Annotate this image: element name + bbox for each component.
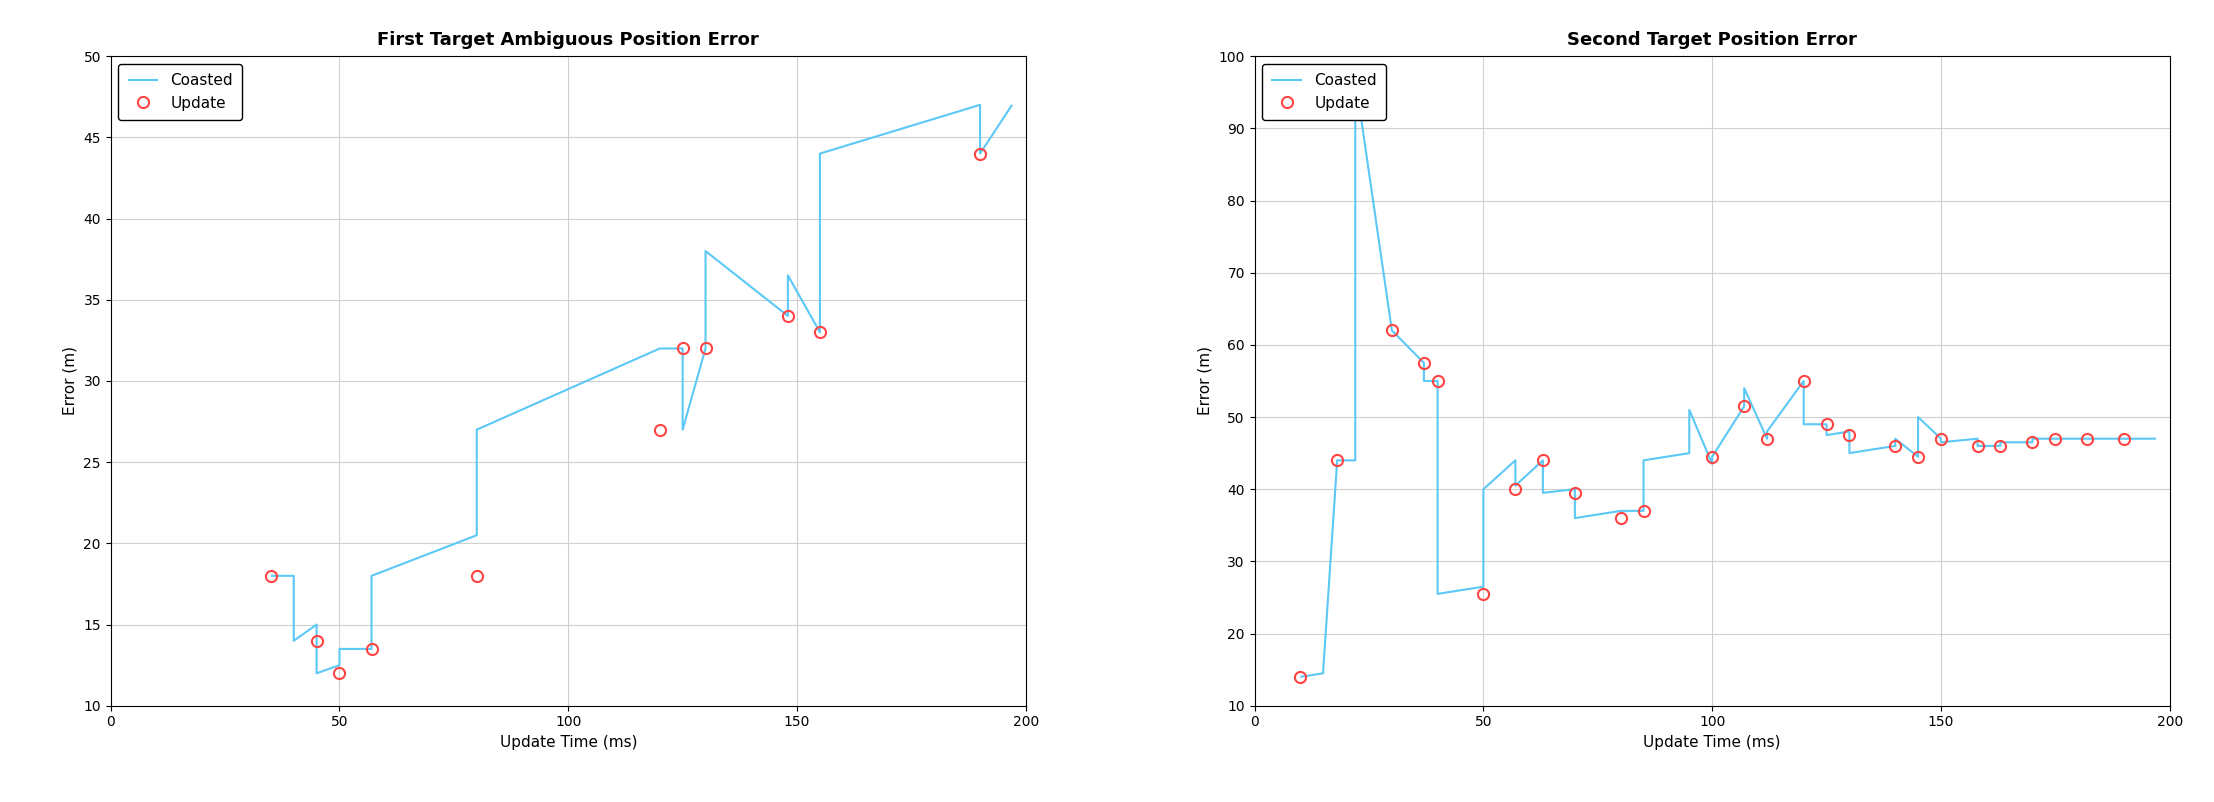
Update [693, 343, 720, 353]
Update [1470, 589, 1497, 598]
Update [968, 149, 994, 159]
Title: Second Target Position Error: Second Target Position Error [1568, 31, 1858, 49]
X-axis label: Update Time (ms): Update Time (ms) [1643, 735, 1780, 750]
Update [1698, 452, 1725, 462]
Update [2041, 434, 2068, 444]
Coasted [257, 571, 283, 581]
X-axis label: Update Time (ms): Update Time (ms) [500, 735, 638, 750]
Coasted [646, 343, 673, 353]
Coasted [303, 669, 330, 678]
Legend: Coasted, Update: Coasted, Update [117, 64, 241, 119]
Update [1731, 402, 1758, 411]
Coasted [1928, 434, 1955, 444]
Coasted [1342, 73, 1368, 83]
Coasted [806, 327, 832, 337]
Update [1324, 456, 1351, 465]
Coasted [1286, 672, 1313, 682]
Update [1286, 672, 1313, 682]
Update [646, 425, 673, 435]
Coasted [463, 530, 489, 540]
Coasted [281, 636, 308, 646]
Update [2075, 434, 2101, 444]
Coasted [693, 343, 720, 353]
Line: Coasted: Coasted [270, 105, 1012, 674]
Coasted [775, 311, 801, 321]
Coasted [325, 660, 352, 670]
Update [775, 311, 801, 321]
Coasted [646, 343, 673, 353]
Coasted [968, 100, 994, 110]
Coasted [775, 270, 801, 280]
Coasted [359, 644, 385, 654]
Update [325, 669, 352, 678]
Coasted [999, 100, 1025, 110]
Update [303, 636, 330, 646]
Coasted [2110, 434, 2137, 444]
Update [1501, 484, 1528, 494]
Update [1813, 419, 1840, 429]
Y-axis label: Error (m): Error (m) [1198, 346, 1213, 415]
Line: Coasted: Coasted [1300, 78, 2156, 677]
Coasted [2143, 434, 2170, 444]
Update [1791, 376, 1818, 386]
Coasted [303, 620, 330, 630]
Line: Update: Update [266, 148, 985, 678]
Coasted [693, 246, 720, 256]
Coasted [806, 149, 832, 159]
Legend: Coasted, Update: Coasted, Update [1262, 64, 1386, 119]
Coasted [1882, 441, 1908, 451]
Update [2019, 438, 2046, 448]
Update [2110, 434, 2137, 444]
Update [1835, 430, 1862, 439]
Update [1424, 376, 1450, 386]
Title: First Target Ambiguous Position Error: First Target Ambiguous Position Error [376, 31, 759, 49]
Update [257, 571, 283, 581]
Coasted [669, 343, 695, 353]
Update [1561, 488, 1587, 497]
Update [1904, 452, 1931, 462]
Coasted [2019, 438, 2046, 448]
Update [1753, 434, 1780, 444]
Update [463, 571, 489, 581]
Coasted [325, 644, 352, 654]
Update [1607, 513, 1634, 523]
Update [1379, 326, 1406, 335]
Coasted [281, 571, 308, 581]
Coasted [463, 425, 489, 435]
Coasted [1470, 484, 1497, 494]
Coasted [669, 425, 695, 435]
Update [1882, 441, 1908, 451]
Update [806, 327, 832, 337]
Update [1530, 456, 1556, 465]
Line: Update: Update [1295, 325, 2130, 683]
Coasted [968, 149, 994, 159]
Y-axis label: Error (m): Error (m) [62, 346, 77, 415]
Coasted [359, 571, 385, 581]
Update [1964, 441, 1990, 451]
Update [1630, 506, 1656, 516]
Update [1928, 434, 1955, 444]
Update [1988, 441, 2015, 451]
Update [669, 343, 695, 353]
Coasted [1501, 456, 1528, 465]
Update [1410, 358, 1437, 367]
Update [359, 644, 385, 654]
